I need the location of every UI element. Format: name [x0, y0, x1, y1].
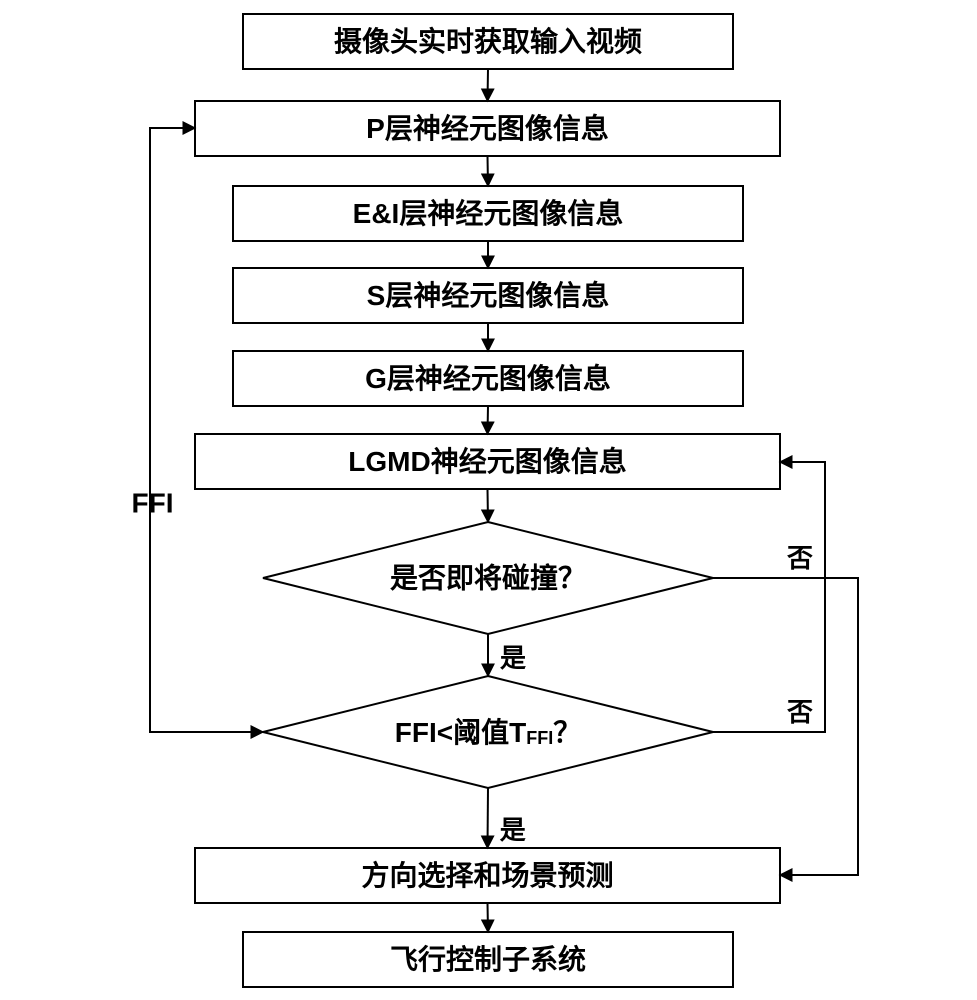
n_lgmd-label: LGMD神经元图像信息	[348, 445, 626, 477]
edge-n_dir-n_fly	[488, 903, 489, 932]
n_p-label: P层神经元图像信息	[366, 112, 609, 144]
edge-label-n_ffi_chk-n_dir: 是	[500, 815, 526, 845]
n_s-label: S层神经元图像信息	[367, 279, 610, 311]
ffi-left-down-to-ffi-chk	[150, 533, 263, 732]
ffi-left-up-to-p	[150, 128, 195, 533]
collide-no-to-dir	[713, 578, 858, 875]
edge-n_ffi_chk-n_dir	[488, 788, 489, 848]
edge-n_g-n_lgmd	[488, 406, 489, 434]
n_ffi-label: FFI	[132, 488, 174, 519]
n_ei-label: E&I层神经元图像信息	[353, 197, 624, 229]
n_ffi_chk-label: FFI<阈值TFFI？	[395, 717, 581, 749]
n_g-label: G层神经元图像信息	[365, 362, 611, 394]
n_dir-label: 方向选择和场景预测	[361, 859, 613, 891]
n_collide-label: 是否即将碰撞？	[390, 562, 586, 594]
edge-n_lgmd-n_collide	[488, 489, 489, 522]
edge-n_camera-n_p	[488, 69, 489, 101]
n_camera-label: 摄像头实时获取输入视频	[334, 25, 642, 57]
ffi-no-to-lgmd	[713, 462, 825, 732]
ffi-no-to-lgmd-label: 否	[787, 697, 813, 727]
edge-n_p-n_ei	[488, 156, 489, 186]
n_fly-label: 飞行控制子系统	[390, 943, 586, 975]
edge-label-n_collide-n_ffi_chk: 是	[500, 643, 526, 673]
collide-no-to-dir-label: 否	[787, 543, 813, 573]
